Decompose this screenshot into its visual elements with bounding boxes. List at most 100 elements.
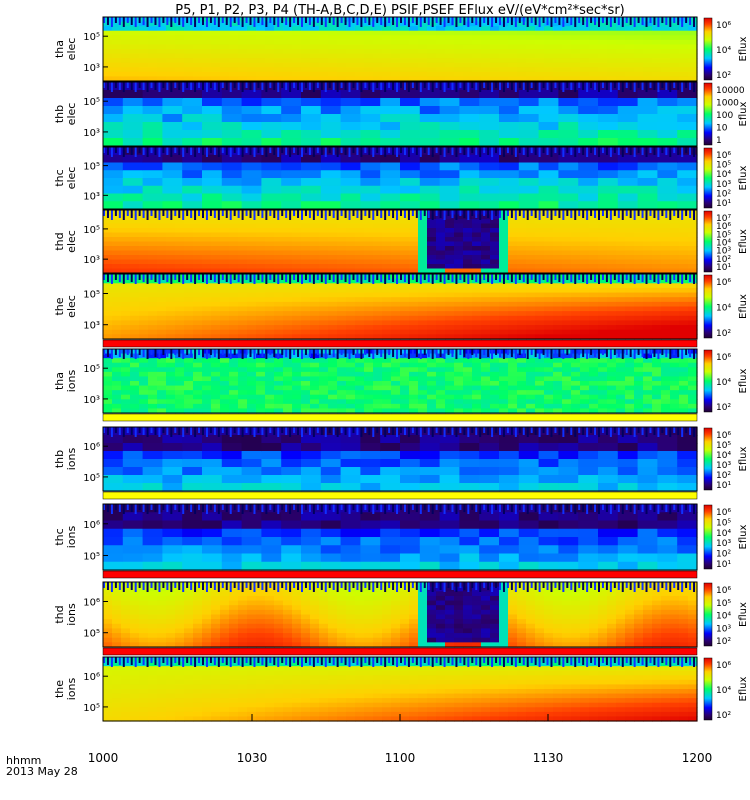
heatmap-cell	[283, 71, 293, 78]
fringe-tick	[645, 147, 648, 157]
heatmap-cell	[670, 67, 680, 73]
heatmap-cell	[490, 297, 500, 303]
heatmap-cell	[616, 67, 626, 73]
heatmap-cell	[292, 329, 302, 335]
fringe-tick	[562, 147, 565, 157]
fringe-tick	[431, 17, 434, 27]
heatmap-cell	[283, 268, 293, 274]
heatmap-cell	[526, 219, 536, 225]
colorbar-tick-label: 10000	[716, 86, 745, 96]
fringe-tick	[328, 210, 331, 216]
fringe-tick	[570, 147, 573, 155]
fringe-tick	[621, 82, 624, 92]
heatmap-cell	[139, 237, 149, 243]
heatmap-cell	[571, 306, 581, 312]
heatmap-cell	[409, 232, 419, 238]
heatmap-cell	[616, 287, 626, 294]
heatmap-cell	[355, 362, 365, 368]
heatmap-cell	[346, 278, 356, 284]
heatmap-cell	[310, 53, 320, 59]
heatmap-cell	[301, 201, 322, 210]
heatmap-cell	[472, 320, 482, 326]
heatmap-cell	[562, 399, 572, 405]
heatmap-cell	[463, 390, 473, 396]
fringe-tick	[530, 147, 533, 153]
heatmap-cell	[238, 390, 248, 396]
heatmap-cell	[175, 371, 185, 378]
fringe-tick	[388, 210, 391, 216]
heatmap-cell	[544, 219, 554, 225]
heatmap-cell	[319, 315, 329, 322]
heatmap-cell	[490, 268, 500, 274]
heatmap-cell	[184, 385, 194, 391]
heatmap-cell	[643, 246, 653, 252]
colorbar-tick-label: 1000	[716, 99, 739, 109]
heatmap-cell	[310, 329, 320, 335]
heatmap-cell	[238, 49, 248, 55]
heatmap-cell	[247, 264, 257, 270]
heatmap-cell	[490, 301, 500, 308]
heatmap-cell	[337, 306, 347, 312]
heatmap-cell	[436, 390, 446, 396]
heatmap-cell	[661, 315, 671, 322]
fringe-tick	[221, 274, 224, 280]
heatmap-cell	[589, 255, 599, 261]
fringe-tick	[491, 210, 494, 220]
fringe-tick	[126, 147, 129, 153]
fringe-tick	[518, 274, 521, 280]
heatmap-cell	[148, 278, 158, 284]
heatmap-cell	[589, 71, 599, 78]
fringe-tick	[245, 82, 248, 88]
fringe-tick	[629, 82, 632, 90]
heatmap-cell	[121, 39, 131, 46]
heatmap-cell	[535, 367, 545, 373]
heatmap-cell	[571, 408, 581, 414]
heatmap-cell	[175, 408, 185, 414]
heatmap-cell	[202, 49, 212, 55]
heatmap-cell	[479, 154, 500, 164]
heatmap-cell	[175, 228, 185, 234]
heatmap-cell	[157, 329, 167, 335]
fringe-tick	[249, 17, 252, 25]
heatmap-cell	[535, 232, 545, 238]
heatmap-cell	[112, 259, 122, 265]
heatmap-cell	[517, 44, 527, 50]
heatmap-cell	[157, 219, 167, 225]
heatmap-cell	[526, 358, 536, 364]
heatmap-cell	[166, 399, 176, 405]
heatmap-cell	[157, 223, 167, 229]
heatmap-cell	[340, 178, 361, 187]
heatmap-cell	[490, 287, 500, 294]
heatmap-cell	[166, 232, 176, 238]
heatmap-cell	[148, 210, 158, 216]
heatmap-cell	[166, 287, 176, 294]
heatmap-cell	[580, 371, 590, 378]
heatmap-cell	[337, 237, 347, 243]
heatmap-cell	[193, 39, 203, 46]
heatmap-cell	[589, 358, 599, 364]
heatmap-cell	[337, 315, 347, 322]
heatmap-cell	[148, 21, 158, 27]
fringe-tick	[542, 82, 545, 88]
energy-tick-label: 10³	[83, 128, 100, 139]
heatmap-cell	[508, 394, 518, 400]
heatmap-cell	[508, 268, 518, 274]
heatmap-cell	[580, 39, 590, 46]
heatmap-cell	[571, 241, 581, 247]
heatmap-cell	[526, 53, 536, 59]
heatmap-cell	[130, 362, 140, 368]
heatmap-cell	[292, 325, 302, 331]
heatmap-cell	[538, 130, 559, 139]
heatmap-cell	[538, 98, 559, 107]
heatmap-cell	[409, 301, 419, 308]
heatmap-cell	[283, 283, 293, 289]
heatmap-cell	[220, 67, 230, 73]
fringe-tick	[407, 274, 410, 284]
heatmap-cell	[337, 214, 347, 220]
fringe-tick	[122, 210, 125, 220]
heatmap-cell	[274, 329, 284, 335]
heatmap-cell	[454, 67, 464, 73]
heatmap-cell	[616, 223, 626, 229]
heatmap-cell	[409, 320, 419, 326]
heatmap-cell	[562, 311, 572, 317]
